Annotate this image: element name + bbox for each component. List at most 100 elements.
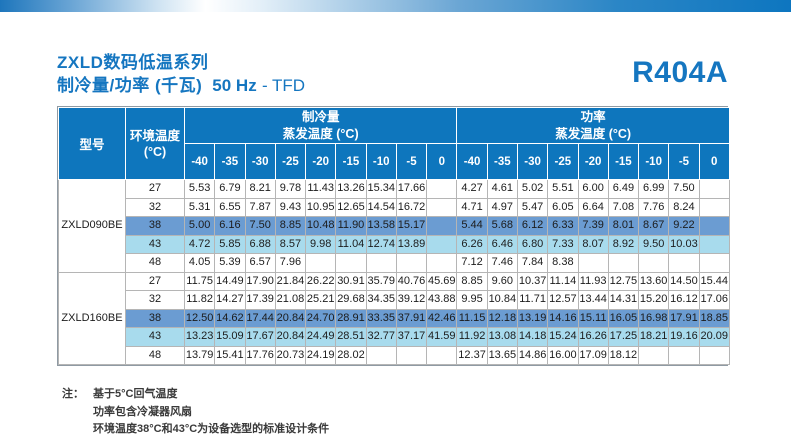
value-cell: 9.43 — [274, 197, 307, 217]
cooling-capacity-group-header: 制冷量 蒸发温度 (°C) — [183, 107, 458, 144]
group-header-row: 型号 环境温度 (°C) 制冷量 蒸发温度 (°C) 功率 蒸发温度 (°C) — [58, 107, 730, 180]
value-cell: 33.35 — [365, 308, 397, 328]
value-cell: 17.76 — [244, 345, 276, 365]
value-cell: 5.44 — [456, 216, 488, 236]
value-cell: 20.84 — [274, 308, 307, 328]
top-gradient-bar — [0, 0, 791, 12]
value-cell: 13.89 — [395, 234, 428, 254]
value-cell — [305, 253, 337, 273]
evap-temp-header: -10 — [365, 143, 397, 180]
phase-code-label: - TFD — [261, 76, 306, 95]
value-cell: 8.38 — [547, 253, 579, 273]
value-cell — [577, 253, 609, 273]
value-cell: 7.50 — [668, 179, 700, 199]
value-cell: 16.72 — [395, 197, 428, 217]
value-cell — [698, 179, 730, 199]
value-cell: 42.46 — [426, 308, 458, 328]
value-cell: 17.67 — [244, 327, 276, 347]
subtitle-text: 制冷量/功率 (千瓦) — [57, 76, 203, 95]
evap-temp-header: -5 — [395, 143, 428, 180]
evap-temp-header: -30 — [244, 143, 276, 180]
value-cell: 10.95 — [305, 197, 337, 217]
note-line: 功率包含冷凝器风扇 — [93, 405, 192, 418]
value-cell: 20.73 — [274, 345, 307, 365]
value-cell: 35.79 — [365, 271, 397, 291]
value-cell: 43.88 — [426, 290, 458, 310]
value-cell: 10.37 — [516, 271, 549, 291]
value-cell: 16.12 — [668, 290, 700, 310]
model-name: ZXLD090BE — [58, 179, 126, 273]
value-cell: 8.07 — [577, 234, 609, 254]
title-block: ZXLD数码低温系列 制冷量/功率 (千瓦) 50 Hz - TFD — [57, 51, 305, 98]
value-cell: 29.68 — [335, 290, 367, 310]
value-cell: 11.82 — [183, 290, 216, 310]
value-cell: 17.06 — [698, 290, 730, 310]
value-cell: 15.41 — [214, 345, 246, 365]
value-cell: 11.93 — [577, 271, 609, 291]
value-cell: 16.00 — [547, 345, 579, 365]
table-row: ZXLD160BE 27 11.75 14.49 17.90 21.84 26.22 30.9… — [58, 271, 730, 365]
performance-table: 型号 环境温度 (°C) 制冷量 蒸发温度 (°C) 功率 蒸发温度 (°C) … — [58, 107, 730, 365]
value-cell: 8.01 — [607, 216, 640, 236]
value-cell: 8.67 — [638, 216, 670, 236]
value-cell: 6.88 — [244, 234, 276, 254]
value-cell: 16.26 — [577, 327, 609, 347]
evap-temp-header: -30 — [516, 143, 549, 180]
value-cell — [698, 197, 730, 217]
cooling-group-line2: 蒸发温度 (°C) — [282, 126, 359, 141]
value-cell: 7.08 — [607, 197, 640, 217]
series-title: ZXLD数码低温系列 — [57, 53, 209, 72]
table-row: ZXLD090BE 27 5.53 6.79 8.21 9.78 11.43 13.26 15.… — [58, 179, 730, 273]
value-cell: 28.02 — [335, 345, 367, 365]
value-cell: 4.72 — [183, 234, 216, 254]
value-cell: 28.91 — [335, 308, 367, 328]
value-cell: 25.21 — [305, 290, 337, 310]
evap-temp-header: -15 — [335, 143, 367, 180]
value-cell: 9.98 — [305, 234, 337, 254]
value-cell: 7.84 — [516, 253, 549, 273]
value-cell: 5.68 — [486, 216, 518, 236]
value-cell — [426, 179, 458, 199]
value-cell — [365, 253, 397, 273]
value-cell — [607, 253, 640, 273]
value-cell: 12.65 — [335, 197, 367, 217]
ambient-temp-cell: 32 — [125, 197, 185, 217]
value-cell: 5.39 — [214, 253, 246, 273]
value-cell — [426, 216, 458, 236]
value-cell: 7.50 — [244, 216, 276, 236]
value-cell: 17.39 — [244, 290, 276, 310]
value-cell — [395, 345, 428, 365]
ambient-header-line2: (°C) — [143, 144, 167, 159]
value-cell: 14.31 — [607, 290, 640, 310]
value-cell: 4.61 — [486, 179, 518, 199]
value-cell: 20.84 — [274, 327, 307, 347]
value-cell: 6.33 — [547, 216, 579, 236]
value-cell: 11.43 — [305, 179, 337, 199]
value-cell: 9.60 — [486, 271, 518, 291]
value-cell: 6.80 — [516, 234, 549, 254]
value-cell: 24.19 — [305, 345, 337, 365]
value-cell: 15.20 — [638, 290, 670, 310]
table-body: ZXLD090BE 27 5.53 6.79 8.21 9.78 11.43 13.26 15.… — [58, 179, 730, 365]
value-cell: 17.09 — [577, 345, 609, 365]
value-cell — [426, 345, 458, 365]
value-cell: 13.26 — [335, 179, 367, 199]
value-cell: 18.21 — [638, 327, 670, 347]
value-cell: 19.16 — [668, 327, 700, 347]
value-cell: 5.31 — [183, 197, 216, 217]
table-row: 32 5.31 6.55 7.87 9.43 10.95 12.65 14.54 16.72 4.… — [59, 197, 730, 217]
value-cell: 18.12 — [607, 345, 640, 365]
value-cell: 12.57 — [547, 290, 579, 310]
value-cell: 6.46 — [486, 234, 518, 254]
value-cell: 5.02 — [516, 179, 549, 199]
value-cell: 17.91 — [668, 308, 700, 328]
table-header: 型号 环境温度 (°C) 制冷量 蒸发温度 (°C) 功率 蒸发温度 (°C) … — [58, 107, 730, 180]
evap-temp-header: -5 — [668, 143, 700, 180]
value-cell — [365, 345, 397, 365]
value-cell: 4.05 — [183, 253, 216, 273]
value-cell: 20.09 — [698, 327, 730, 347]
value-cell: 39.12 — [395, 290, 428, 310]
evap-temp-header: -20 — [577, 143, 609, 180]
value-cell — [426, 197, 458, 217]
value-cell: 4.97 — [486, 197, 518, 217]
